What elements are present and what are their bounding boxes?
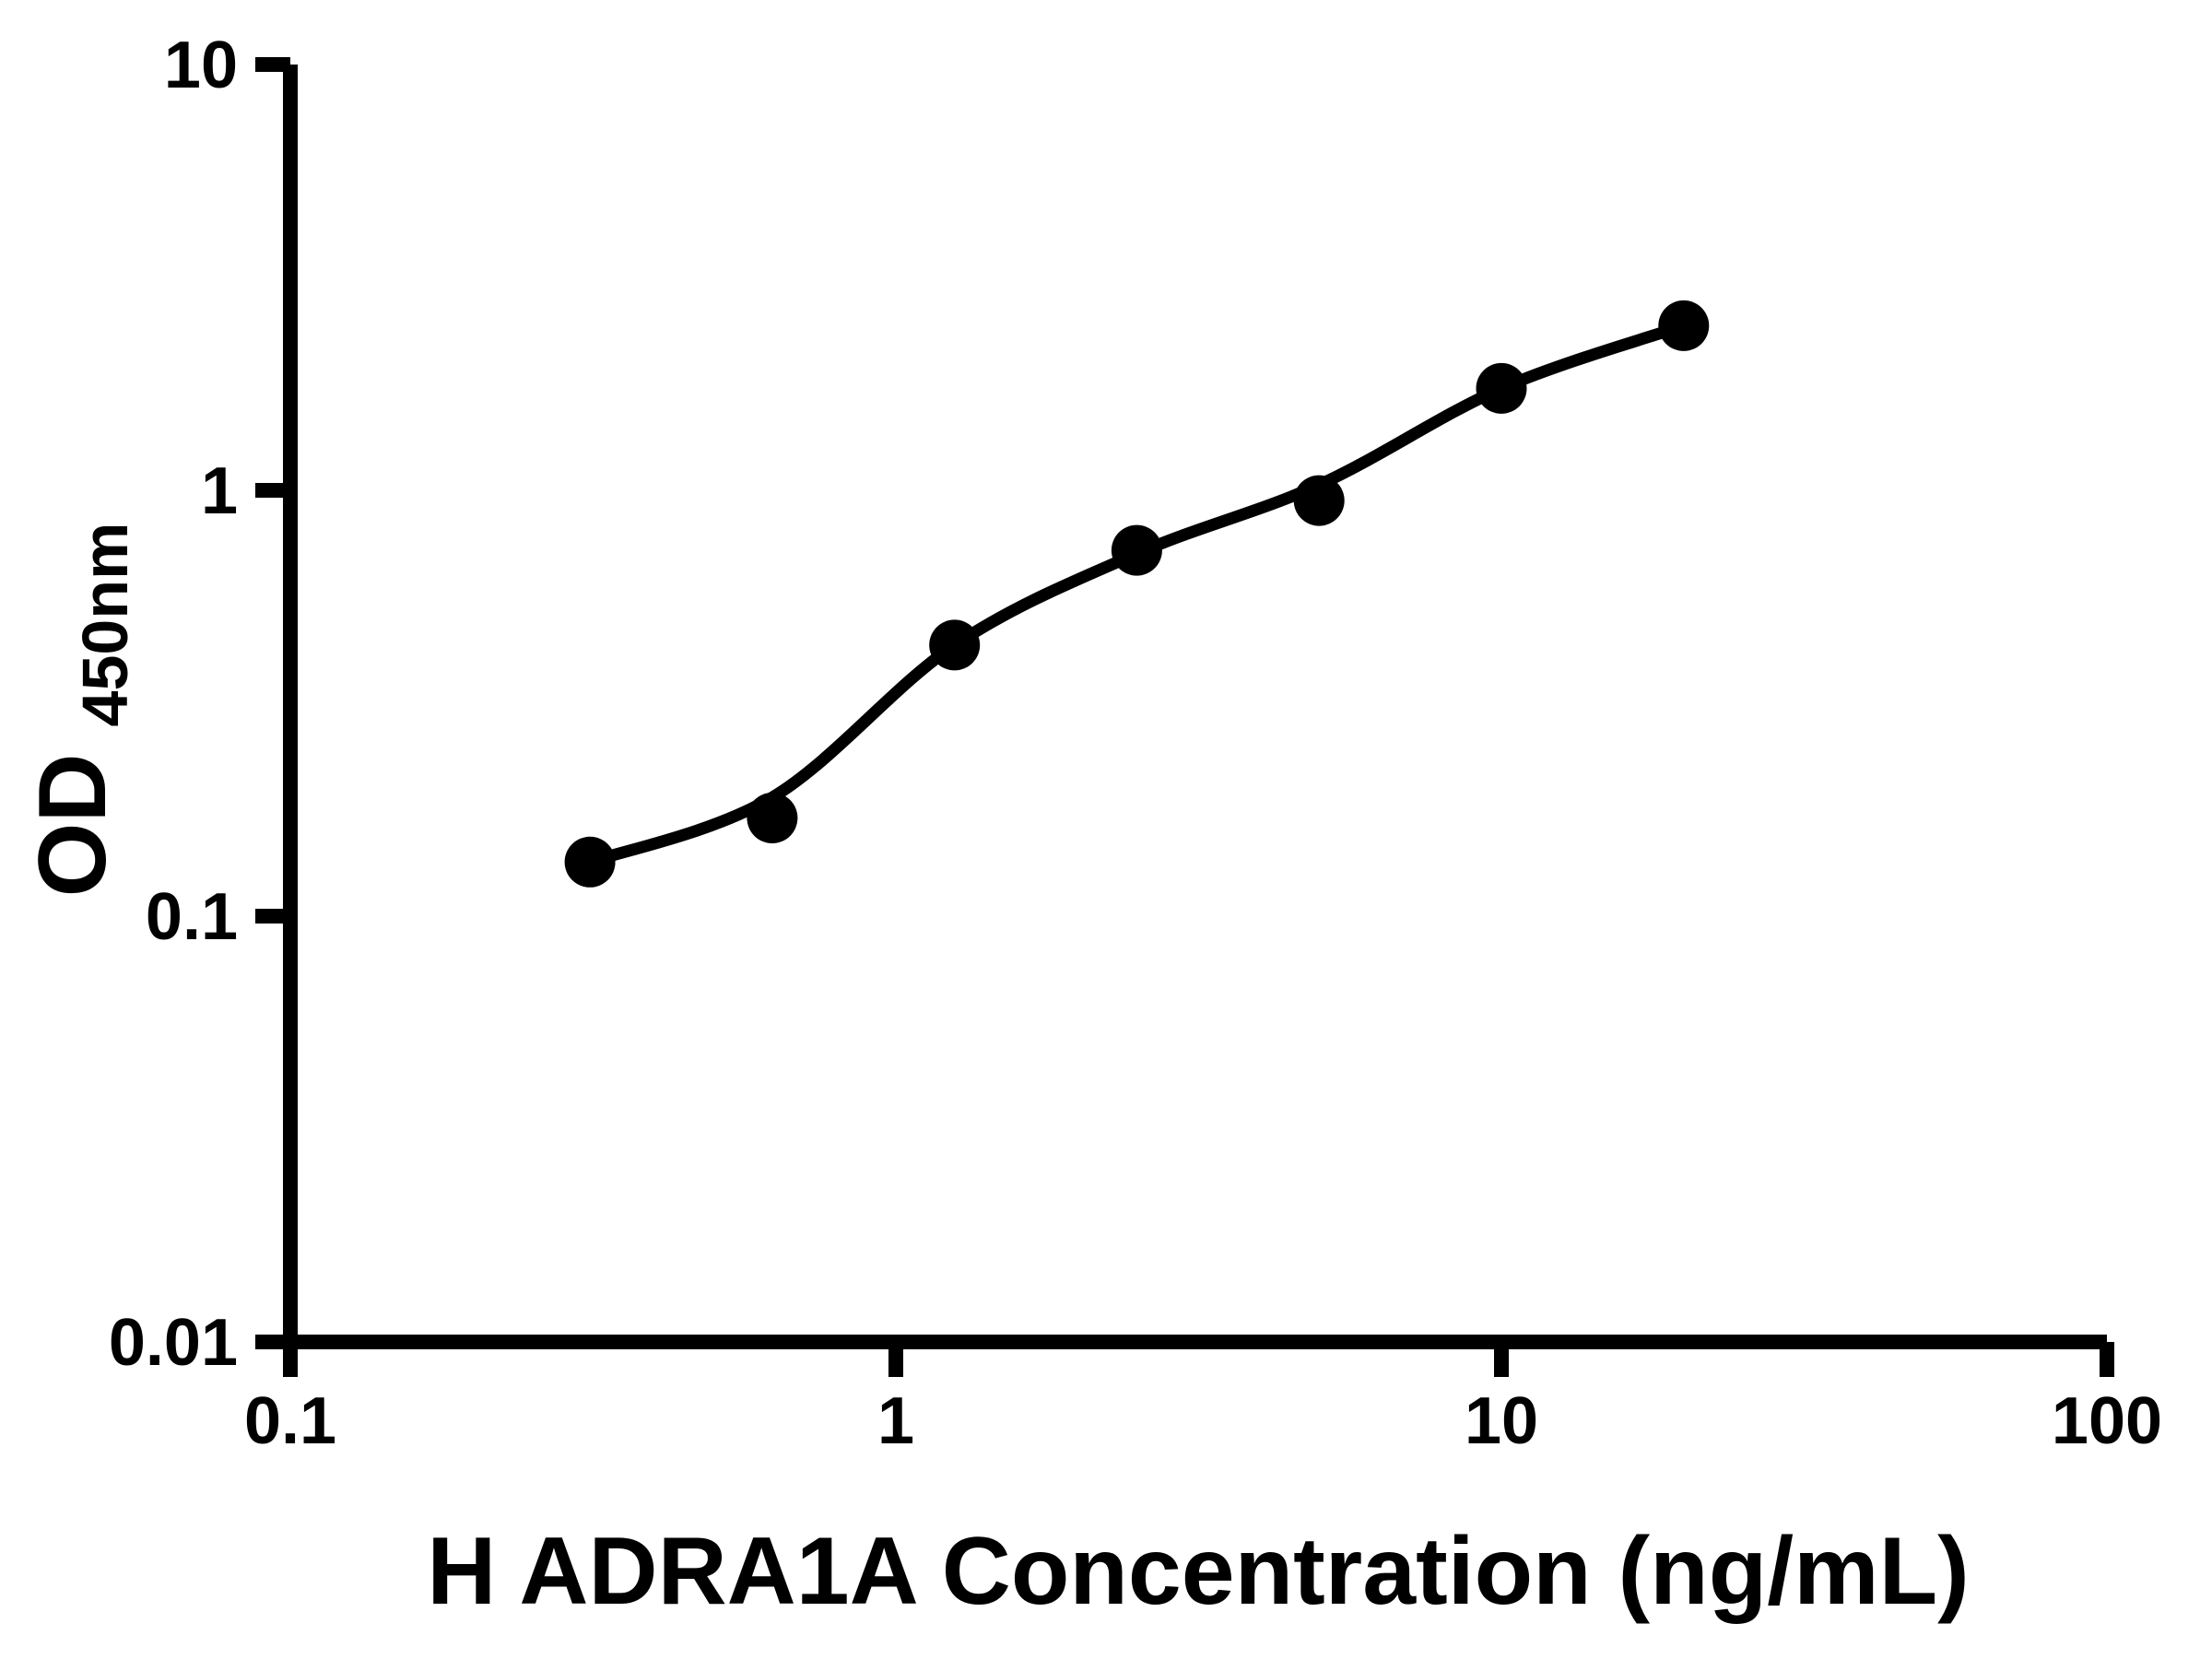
y-axis-title-main: OD [19, 753, 126, 897]
y-axis-title-subscript: 450nm [69, 523, 141, 727]
data-point-1 [564, 836, 616, 888]
data-point-2 [747, 793, 798, 843]
x-tick-label-1: 1 [877, 1384, 914, 1458]
x-tick-label-0.1: 0.1 [244, 1384, 336, 1458]
y-tick-label-0.01: 0.01 [109, 1306, 238, 1380]
x-tick-label-100: 100 [2052, 1384, 2162, 1458]
y-tick-label-10: 10 [164, 29, 238, 102]
x-axis-title: H ADRA1A Concentration (ng/mL) [427, 1518, 1970, 1625]
x-tick-label-10: 10 [1465, 1384, 1538, 1458]
fit-curve [587, 320, 1686, 868]
y-tick-label-0.1: 0.1 [146, 880, 238, 954]
data-point-3 [929, 619, 981, 671]
data-layer [564, 300, 1710, 888]
data-point-6 [1476, 362, 1527, 414]
y-tick-label-1: 1 [201, 454, 238, 528]
y-axis-title: OD 450nm [19, 523, 141, 898]
data-point-5 [1293, 475, 1345, 526]
data-point-4 [1111, 524, 1162, 576]
axis-spine [283, 65, 2107, 1349]
data-point-7 [1658, 300, 1710, 351]
